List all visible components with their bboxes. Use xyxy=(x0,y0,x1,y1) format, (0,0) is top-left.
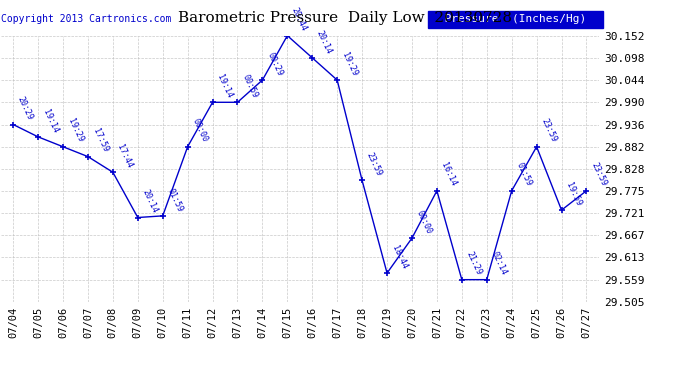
Text: 19:59: 19:59 xyxy=(564,181,583,207)
Text: 19:14: 19:14 xyxy=(215,73,234,99)
Text: 19:29: 19:29 xyxy=(66,117,84,144)
Text: Barometric Pressure  Daily Low  20130728: Barometric Pressure Daily Low 20130728 xyxy=(178,11,512,25)
Text: 00:59: 00:59 xyxy=(240,73,259,99)
Text: 02:14: 02:14 xyxy=(489,251,509,277)
Text: 18:44: 18:44 xyxy=(390,244,408,270)
Text: 20:29: 20:29 xyxy=(16,95,34,122)
Text: Pressure  (Inches/Hg): Pressure (Inches/Hg) xyxy=(431,14,600,24)
Text: Copyright 2013 Cartronics.com: Copyright 2013 Cartronics.com xyxy=(1,14,171,24)
Text: 01:59: 01:59 xyxy=(166,187,184,213)
Text: 19:29: 19:29 xyxy=(340,51,359,77)
Text: 23:59: 23:59 xyxy=(589,162,608,188)
Text: 19:14: 19:14 xyxy=(41,108,59,134)
Text: 23:59: 23:59 xyxy=(365,151,384,178)
Text: 21:29: 21:29 xyxy=(464,251,483,277)
Text: 20:14: 20:14 xyxy=(315,28,334,55)
Text: 20:44: 20:44 xyxy=(290,6,309,33)
Text: 01:59: 01:59 xyxy=(515,162,533,188)
Text: 16:14: 16:14 xyxy=(440,162,458,188)
Text: 17:59: 17:59 xyxy=(90,128,110,154)
Text: 00:00: 00:00 xyxy=(415,209,433,235)
Text: 00:29: 00:29 xyxy=(265,51,284,77)
Text: 23:59: 23:59 xyxy=(540,117,558,144)
Text: 17:44: 17:44 xyxy=(116,143,135,170)
Text: 20:14: 20:14 xyxy=(141,188,159,215)
Text: 00:00: 00:00 xyxy=(190,117,209,144)
